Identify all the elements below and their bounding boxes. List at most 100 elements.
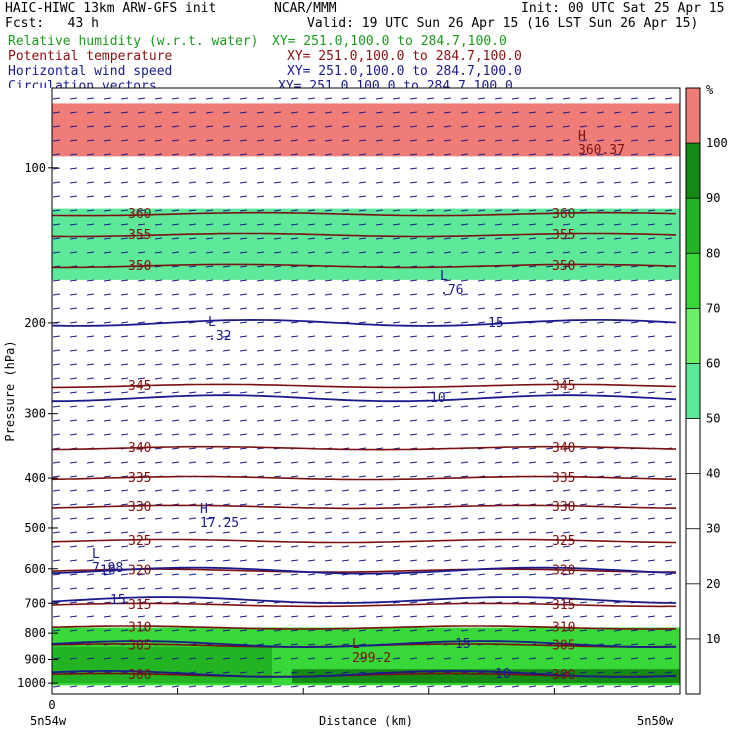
wind-vector	[630, 461, 639, 464]
wind-vector	[596, 671, 605, 674]
wind-vector	[307, 517, 316, 520]
wind-vector	[630, 489, 639, 492]
wind-vector	[477, 167, 486, 170]
wind-vector	[630, 223, 639, 226]
wind-vector	[222, 503, 231, 506]
wind-vector	[103, 489, 112, 492]
wind-vector	[120, 377, 129, 380]
wind-vector	[256, 265, 265, 268]
wind-vector	[188, 125, 197, 128]
wind-vector	[579, 223, 588, 226]
wind-vector	[358, 419, 367, 422]
wind-vector	[409, 615, 418, 618]
wind-vector	[205, 181, 214, 184]
wind-vector	[137, 167, 146, 170]
wind-vector	[630, 559, 639, 562]
wind-vector	[358, 237, 367, 240]
wind-vector	[86, 531, 95, 534]
wind-vector	[222, 601, 231, 604]
wind-vector	[86, 279, 95, 282]
wind-vector	[375, 377, 384, 380]
theta-label-right: 355	[552, 228, 575, 243]
wind-vector	[392, 335, 401, 338]
wind-vector	[647, 475, 656, 478]
wind-vector	[239, 293, 248, 296]
wind-vector	[290, 321, 299, 324]
wind-vector	[239, 195, 248, 198]
wind-vector	[460, 349, 469, 352]
wind-vector	[494, 587, 503, 590]
wind-vector	[222, 419, 231, 422]
wind-vector	[647, 377, 656, 380]
wind-vector	[171, 153, 180, 156]
wind-vector	[477, 153, 486, 156]
wind-vector	[171, 195, 180, 198]
wind-vector	[171, 587, 180, 590]
wind-vector	[664, 195, 673, 198]
wind-vector	[494, 573, 503, 576]
wind-vector	[273, 307, 282, 310]
wind-vector	[426, 167, 435, 170]
wind-vector	[528, 517, 537, 520]
wind-vector	[171, 405, 180, 408]
wind-vector	[341, 545, 350, 548]
wind-vector	[273, 685, 282, 688]
wind-vector	[443, 153, 452, 156]
wind-vector	[477, 405, 486, 408]
wind-vector	[511, 559, 520, 562]
wind-vector	[409, 587, 418, 590]
x-right-endpoint: 5n50w	[637, 714, 674, 728]
wind-vector	[222, 265, 231, 268]
theta-label-left: 315	[128, 598, 151, 613]
colorbar-tick-label: 80	[706, 246, 720, 260]
wind-vector	[358, 349, 367, 352]
wind-vector	[86, 125, 95, 128]
wind-vector	[222, 195, 231, 198]
wind-vector	[511, 293, 520, 296]
wind-vector	[120, 153, 129, 156]
wind-vector	[273, 97, 282, 100]
wind-vector	[579, 97, 588, 100]
wind-vector	[188, 405, 197, 408]
wind-vector	[613, 643, 622, 646]
wind-vector	[154, 209, 163, 212]
wind-vector	[171, 265, 180, 268]
wind-vector	[647, 531, 656, 534]
wind-vector	[426, 349, 435, 352]
wind-vector	[562, 461, 571, 464]
wind-vector	[460, 153, 469, 156]
wind-vector	[647, 97, 656, 100]
wind-vector	[52, 559, 61, 562]
wind-vector	[562, 363, 571, 366]
wind-vector	[426, 405, 435, 408]
wind-vector	[273, 643, 282, 646]
wind-vector	[613, 111, 622, 114]
wind-vector	[562, 657, 571, 660]
wind-vector	[545, 139, 554, 142]
wind-vector	[188, 293, 197, 296]
wind-vector	[324, 307, 333, 310]
wind-vector	[596, 293, 605, 296]
wind-vector	[290, 419, 299, 422]
wind-vector	[426, 391, 435, 394]
wind-vector	[52, 475, 61, 478]
wind-vector	[528, 153, 537, 156]
wind-vector	[528, 573, 537, 576]
wind-vector	[579, 111, 588, 114]
colorbar-tick-label: 60	[706, 356, 720, 370]
wind-vector	[375, 475, 384, 478]
wind-vector	[647, 335, 656, 338]
wind-vector	[273, 125, 282, 128]
wind-vector	[188, 685, 197, 688]
wind-vector	[443, 97, 452, 100]
wind-vector	[171, 531, 180, 534]
wind-vector	[460, 489, 469, 492]
wind-vector	[69, 251, 78, 254]
wind-vector	[613, 167, 622, 170]
wind-vector	[222, 559, 231, 562]
wind-vector	[290, 643, 299, 646]
wind-vector	[103, 139, 112, 142]
wind-vector	[647, 391, 656, 394]
wind-vector	[392, 307, 401, 310]
wind-vector	[205, 559, 214, 562]
